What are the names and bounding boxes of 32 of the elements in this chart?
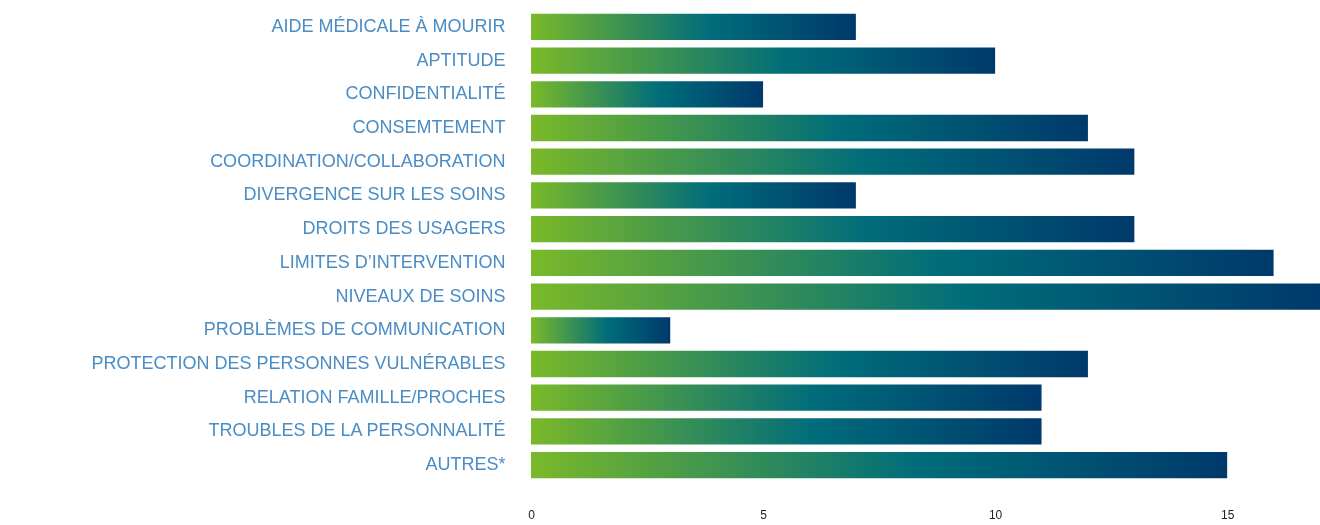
y-tick-label: DROITS DES USAGERS: [302, 218, 506, 239]
bar: [531, 47, 996, 74]
bar: [531, 114, 1088, 142]
x-tick-label: 0: [528, 507, 536, 522]
bar: [531, 451, 1228, 479]
y-tick-label: PROTECTION DES PERSONNES VULNÉRABLES: [91, 353, 506, 373]
y-tick-label: APTITUDE: [416, 49, 506, 70]
bar: [531, 81, 764, 108]
y-tick-label: LIMITES D’INTERVENTION: [279, 251, 506, 272]
x-tick-label: 10: [988, 507, 1003, 522]
y-tick-label: COORDINATION/COLLABORATION: [210, 150, 506, 171]
bar: [531, 418, 1042, 445]
bar: [531, 384, 1042, 411]
y-tick-label: AUTRES*: [425, 454, 506, 475]
y-tick-label: NIVEAUX DE SOINS: [335, 285, 506, 306]
y-tick-label: TROUBLES DE LA PERSONNALITÉ: [208, 420, 506, 441]
y-tick-label: CONSEMTEMENT: [352, 117, 506, 137]
y-tick-label: PROBLÈMES DE COMMUNICATION: [203, 319, 506, 340]
x-tick-label: 15: [1221, 507, 1235, 522]
bar: [531, 317, 671, 344]
bar: [531, 182, 856, 209]
bar: [531, 249, 1274, 277]
y-tick-label: AIDE MÉDICALE À MOURIR: [271, 15, 506, 36]
y-tick-label: DIVERGENCE SUR LES SOINS: [243, 184, 506, 205]
y-tick-label: RELATION FAMILLE/PROCHES: [243, 386, 506, 407]
y-tick-label: CONFIDENTIALITÉ: [345, 83, 506, 104]
bar: [531, 148, 1135, 175]
bar: [531, 13, 856, 41]
x-tick-label: 5: [760, 507, 768, 522]
bar: [531, 350, 1088, 378]
bar: [531, 215, 1135, 243]
bar: [531, 283, 1320, 310]
